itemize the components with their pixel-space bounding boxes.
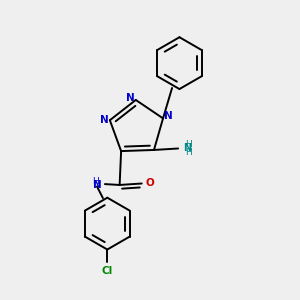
Text: N: N xyxy=(126,94,135,103)
Text: Cl: Cl xyxy=(102,266,113,276)
Text: H: H xyxy=(185,140,192,149)
Text: N: N xyxy=(93,180,102,190)
Text: N: N xyxy=(100,115,108,125)
Text: N: N xyxy=(183,143,191,153)
Text: H: H xyxy=(185,148,192,157)
Text: H: H xyxy=(92,177,99,186)
Text: N: N xyxy=(164,111,173,121)
Text: O: O xyxy=(145,178,154,188)
